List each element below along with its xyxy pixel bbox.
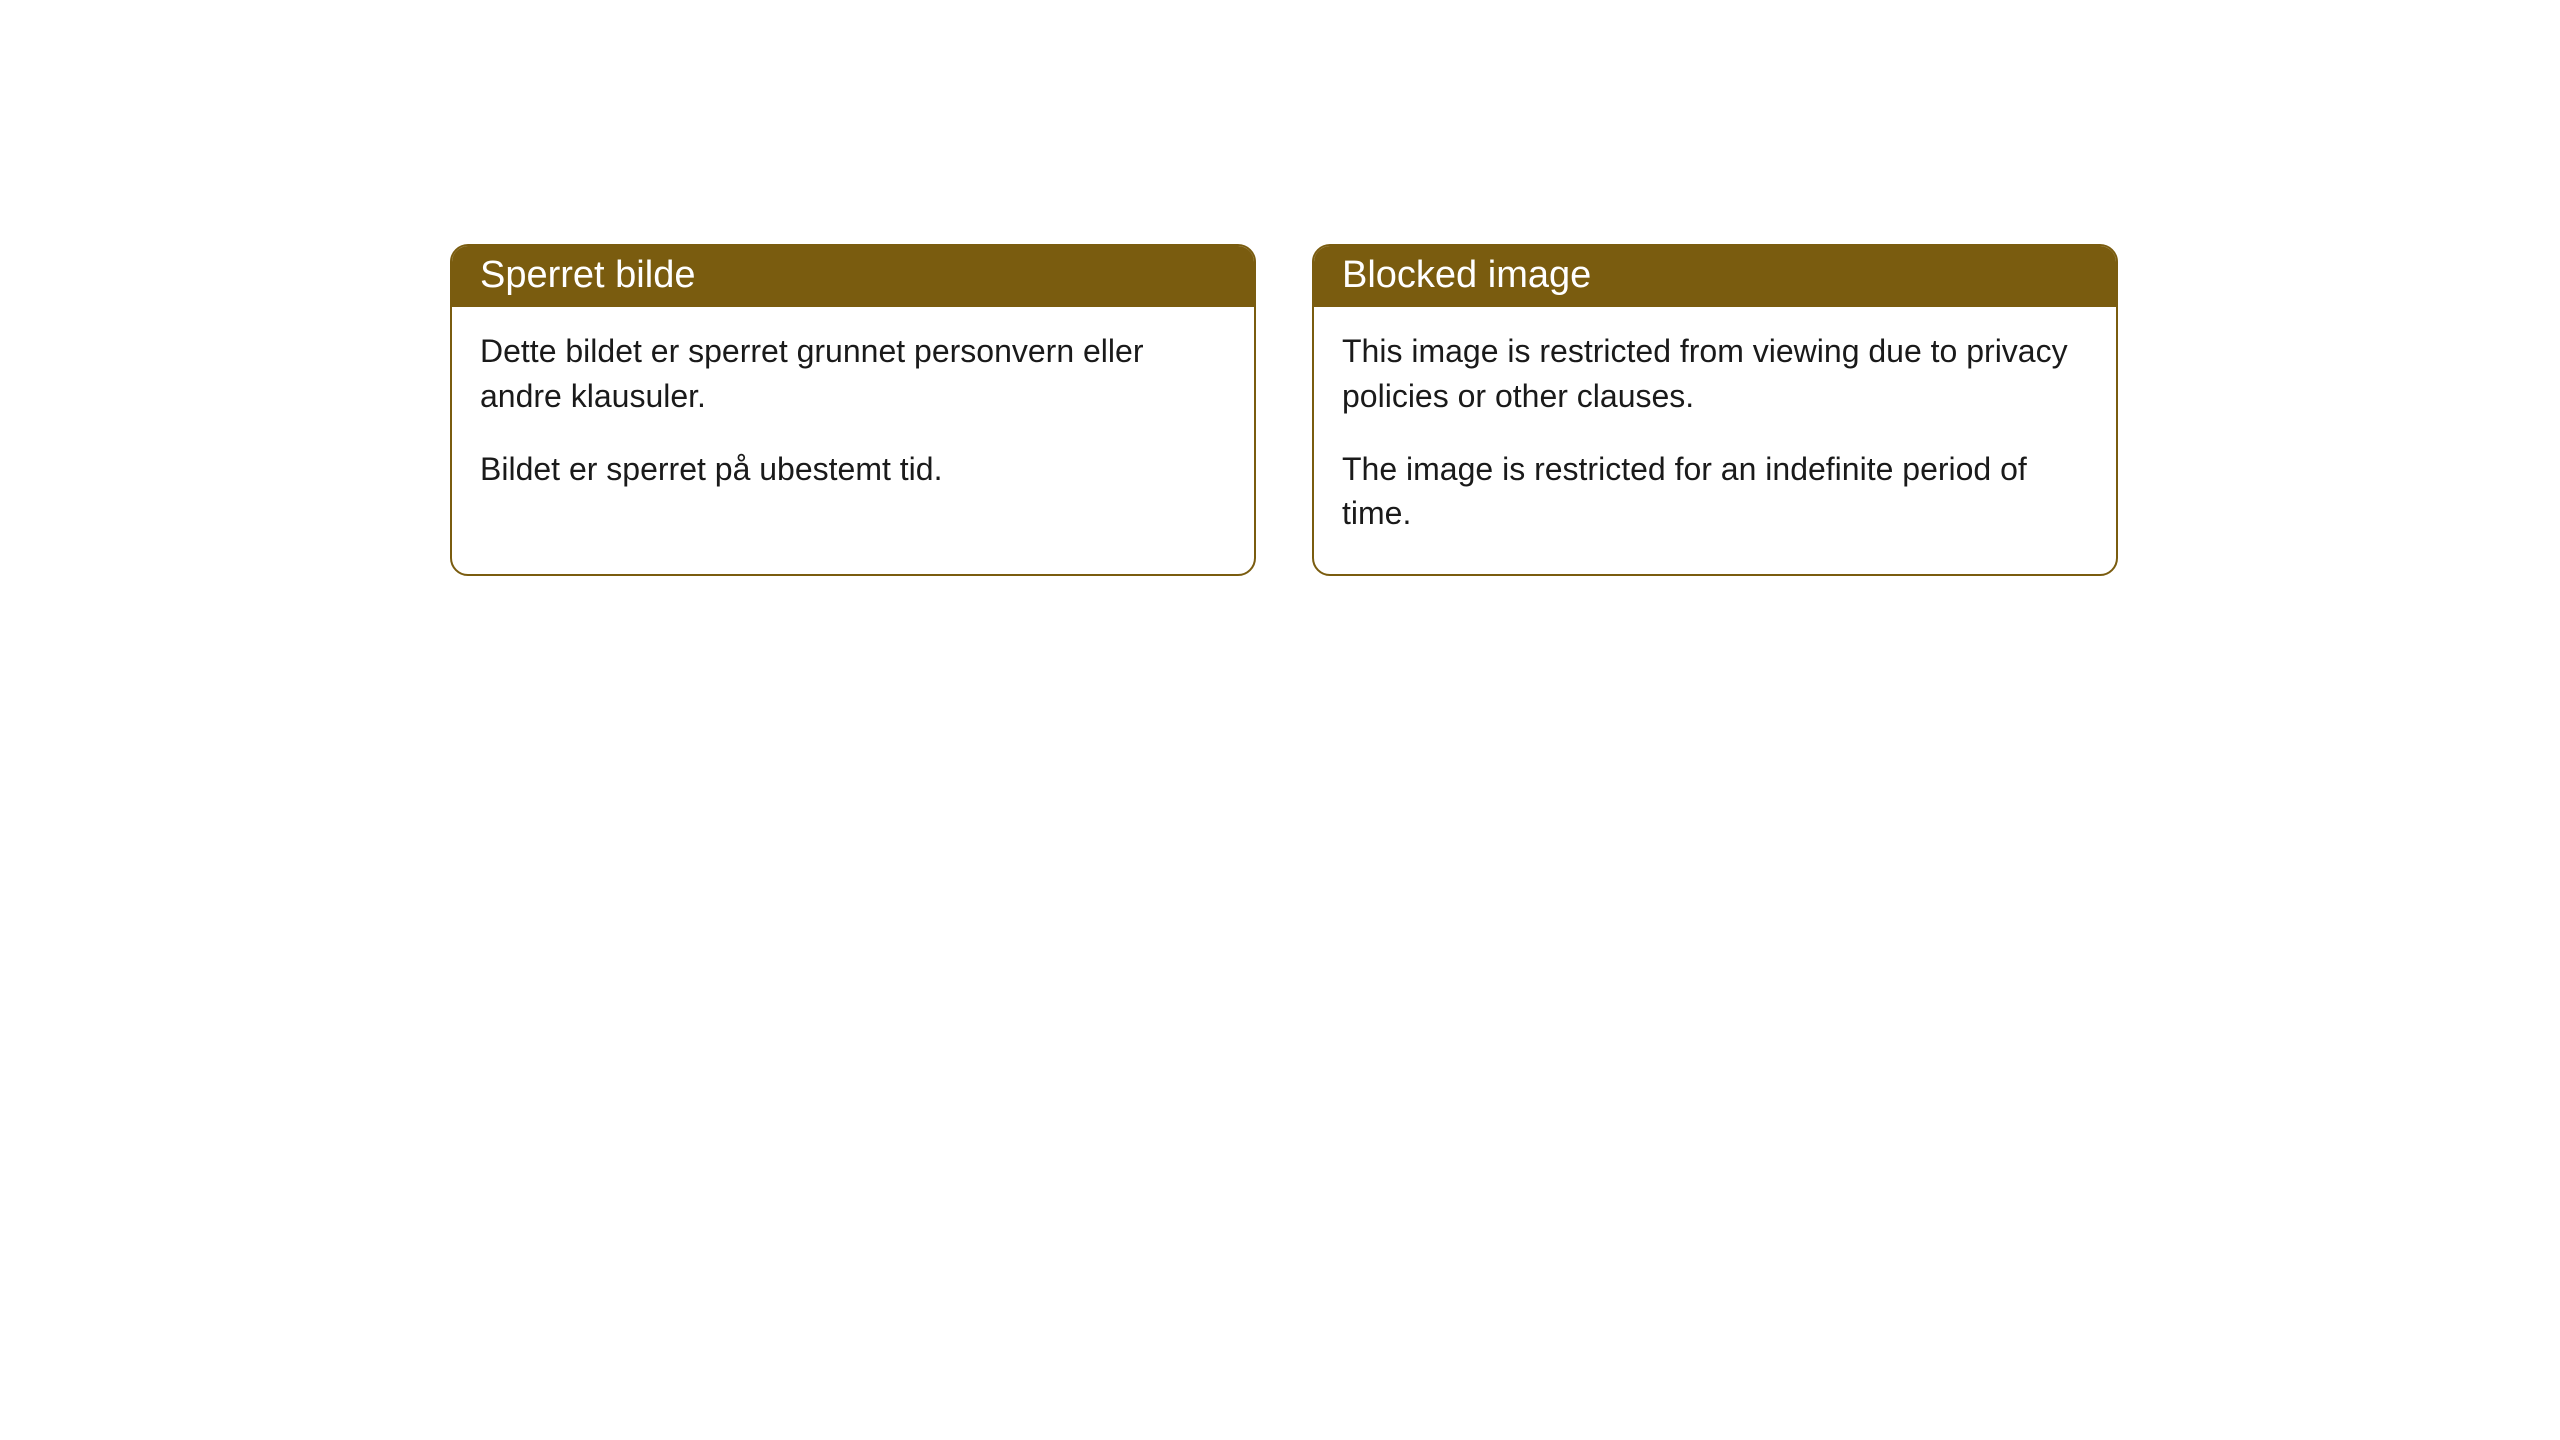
card-paragraph: Bildet er sperret på ubestemt tid.	[480, 447, 1226, 492]
blocked-image-card-english: Blocked image This image is restricted f…	[1312, 244, 2118, 576]
card-body-norwegian: Dette bildet er sperret grunnet personve…	[452, 307, 1254, 529]
card-paragraph: This image is restricted from viewing du…	[1342, 329, 2088, 419]
card-header-english: Blocked image	[1314, 246, 2116, 307]
card-header-norwegian: Sperret bilde	[452, 246, 1254, 307]
card-body-english: This image is restricted from viewing du…	[1314, 307, 2116, 574]
card-paragraph: The image is restricted for an indefinit…	[1342, 447, 2088, 537]
notice-cards-container: Sperret bilde Dette bildet er sperret gr…	[450, 244, 2118, 576]
blocked-image-card-norwegian: Sperret bilde Dette bildet er sperret gr…	[450, 244, 1256, 576]
card-paragraph: Dette bildet er sperret grunnet personve…	[480, 329, 1226, 419]
